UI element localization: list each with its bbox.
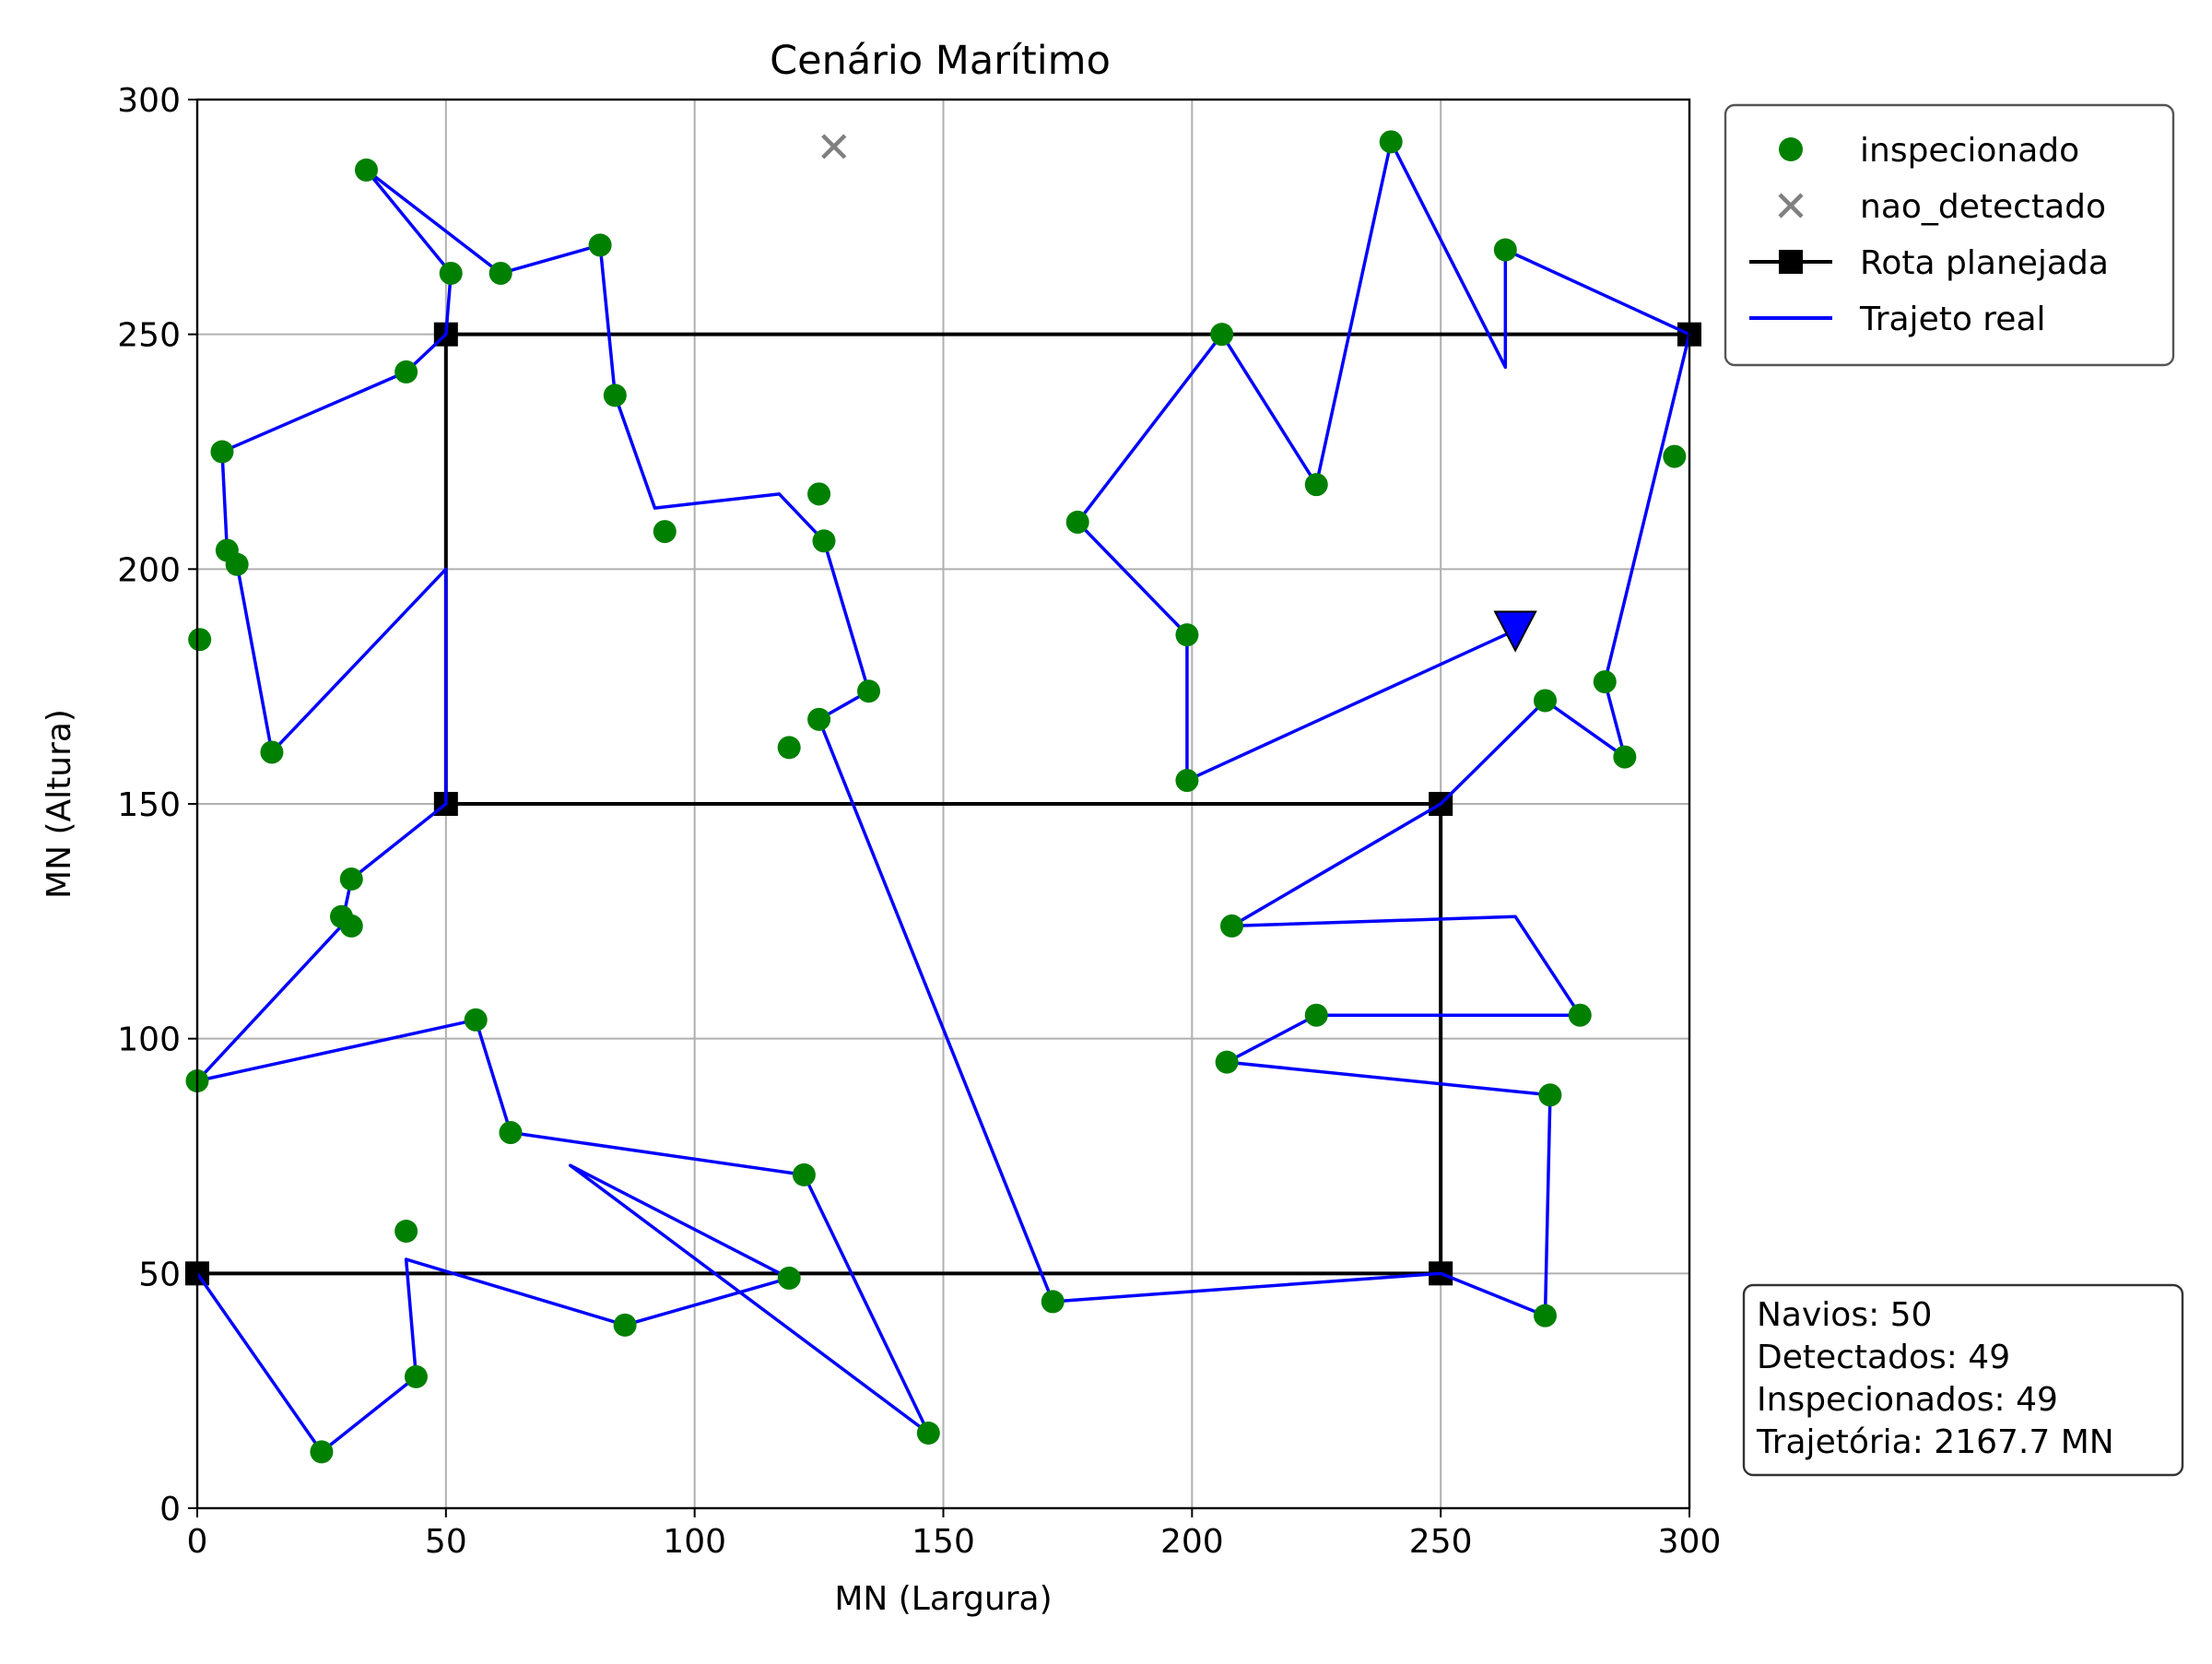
legend: inspecionado nao_detectado Rota planejad… (1724, 103, 2175, 367)
inspecionado-point (603, 384, 627, 407)
inspecionado-point (1215, 1050, 1239, 1074)
info-trajectory: Trajetória: 2167.7 MN (1756, 1423, 2114, 1461)
y-tick-label: 150 (117, 786, 181, 824)
ship-points (185, 130, 1687, 1464)
inspecionado-point (260, 740, 284, 764)
inspecionado-point (807, 482, 831, 506)
inspecionado-point (339, 914, 363, 938)
inspecionado-point (439, 261, 463, 285)
inspecionado-point (1304, 1003, 1328, 1027)
legend-label-trajeto-real: Trajeto real (1859, 301, 2046, 338)
inspecionado-point (807, 707, 831, 731)
inspecionado-point (792, 1162, 816, 1186)
inspecionado-point (1613, 745, 1637, 769)
info-inspected: Inspecionados: 49 (1757, 1381, 2058, 1419)
inspecionado-point (499, 1121, 523, 1145)
inspecionado-point (857, 679, 881, 703)
inspecionado-point (210, 440, 234, 464)
inspecionado-point (354, 158, 378, 182)
x-tick-label: 150 (912, 1523, 975, 1561)
inspecionado-point (588, 233, 612, 257)
inspecionado-point (777, 1266, 801, 1290)
y-tick-label: 200 (117, 551, 181, 589)
info-box-frame (1742, 1283, 2184, 1477)
info-detected: Detectados: 49 (1757, 1339, 2010, 1376)
legend-marker-rota-planejada (1779, 250, 1803, 274)
inspecionado-point (916, 1422, 940, 1446)
inspecionado-point (1593, 670, 1617, 694)
legend-marker-nao-detectado (1778, 193, 1804, 218)
x-axis-label: MN (Largura) (834, 1580, 1052, 1618)
inspecionado-point (1304, 473, 1328, 497)
inspecionado-point (1663, 444, 1687, 468)
legend-frame (1724, 103, 2175, 367)
inspecionado-point (653, 520, 677, 544)
inspecionado-point (1220, 914, 1244, 938)
y-axis-ticks: 0 50 100 150 200 250 300 (117, 82, 197, 1528)
current-position-marker (1493, 610, 1537, 653)
y-tick-label: 300 (117, 82, 181, 120)
x-tick-label: 250 (1409, 1523, 1473, 1561)
inspecionado-point (1041, 1290, 1065, 1314)
nao-detectado-point (821, 134, 847, 159)
inspecionado-point (188, 628, 212, 652)
current-position (1493, 610, 1537, 653)
x-axis-ticks: 0 50 100 150 200 250 300 (187, 1508, 1722, 1561)
legend-label-inspecionado: inspecionado (1860, 132, 2079, 170)
y-tick-label: 250 (117, 317, 181, 355)
inspecionado-point (404, 1364, 428, 1388)
inspecionado-point (1175, 769, 1199, 793)
inspecionado-point (394, 1219, 418, 1243)
inspecionado-point (339, 867, 363, 891)
chart-title: Cenário Marítimo (770, 38, 1111, 84)
inspecionado-point (1210, 323, 1234, 347)
x-tick-label: 200 (1160, 1523, 1224, 1561)
legend-label-nao-detectado: nao_detectado (1860, 188, 2106, 226)
x-tick-label: 50 (425, 1523, 467, 1561)
inspecionado-point (1533, 1304, 1557, 1328)
legend-label-rota-planejada: Rota planejada (1860, 244, 2109, 282)
planned-route (185, 322, 1701, 1286)
inspecionado-point (1533, 689, 1557, 713)
inspecionado-point (777, 736, 801, 760)
inspecionado-point (1568, 1003, 1592, 1027)
inspecionado-point (310, 1440, 334, 1464)
inspecionado-point (394, 360, 418, 384)
rota-planejada-line (197, 332, 1689, 1276)
y-tick-label: 0 (159, 1491, 181, 1528)
y-axis-label: MN (Altura) (41, 709, 78, 899)
y-tick-label: 100 (117, 1021, 181, 1059)
inspecionado-point (812, 529, 836, 553)
info-box: Navios: 50 Detectados: 49 Inspecionados:… (1742, 1283, 2184, 1477)
inspecionado-point (225, 552, 249, 576)
inspecionado-point (613, 1313, 637, 1337)
x-tick-label: 0 (187, 1523, 208, 1561)
inspecionado-point (488, 261, 512, 285)
inspecionado-point (1493, 238, 1517, 262)
x-tick-label: 300 (1658, 1523, 1722, 1561)
inspecionado-point (1379, 130, 1403, 154)
inspecionado-point (464, 1008, 488, 1032)
x-tick-label: 100 (663, 1523, 726, 1561)
inspecionado-point (1538, 1083, 1562, 1107)
legend-marker-inspecionado (1779, 137, 1803, 161)
info-ships: Navios: 50 (1757, 1296, 1932, 1334)
inspecionado-point (1175, 623, 1199, 647)
y-tick-label: 50 (138, 1256, 181, 1293)
inspecionado-point (1065, 510, 1089, 534)
